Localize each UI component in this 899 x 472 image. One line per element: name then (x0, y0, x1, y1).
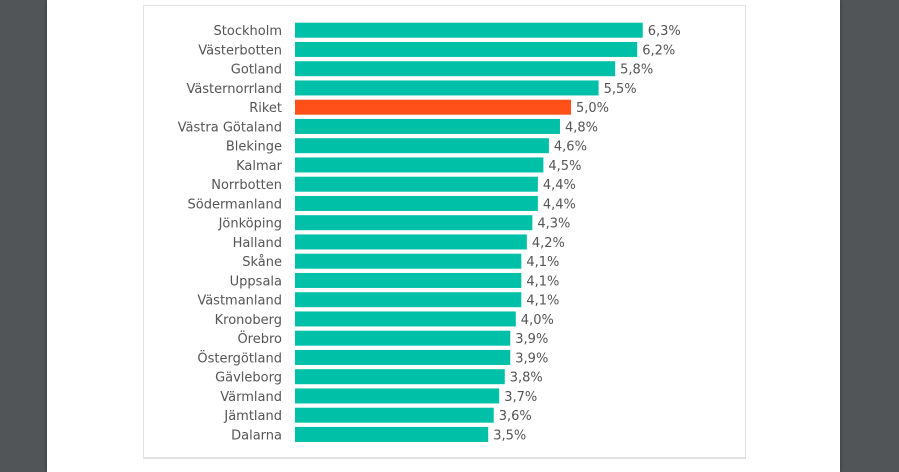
value-label: 4,1% (526, 274, 559, 289)
category-label: Kronoberg (215, 313, 282, 328)
category-label: Uppsala (230, 274, 282, 289)
value-label: 4,1% (526, 255, 559, 270)
bar (295, 311, 516, 327)
category-label: Jämtland (223, 409, 282, 424)
category-label: Skåne (242, 255, 282, 270)
bar (295, 426, 489, 442)
bar (295, 22, 643, 38)
bar (295, 118, 560, 134)
category-label: Östergötland (197, 349, 282, 366)
bar (295, 61, 616, 77)
bar (295, 176, 538, 192)
value-label: 4,1% (526, 294, 559, 309)
bar (295, 349, 511, 365)
value-label: 4,4% (543, 178, 576, 193)
category-label: Västmanland (197, 294, 282, 309)
bar (295, 80, 599, 96)
category-label: Värmland (220, 390, 282, 405)
category-label: Södermanland (187, 197, 282, 212)
value-label: 3,7% (504, 390, 537, 405)
category-label: Halland (233, 236, 282, 251)
bar (295, 369, 505, 385)
category-label: Norrbotten (211, 178, 282, 193)
category-label: Jönköping (218, 217, 282, 232)
bar (295, 195, 538, 211)
value-label: 4,2% (532, 236, 565, 251)
value-label: 4,6% (554, 140, 587, 155)
bar (295, 99, 571, 115)
category-label: Västerbotten (198, 43, 282, 58)
value-label: 5,8% (620, 63, 653, 78)
category-label: Blekinge (226, 140, 282, 155)
category-label: Stockholm (214, 24, 282, 39)
category-label: Västra Götaland (178, 120, 282, 135)
value-label: 6,3% (648, 24, 681, 39)
bar (295, 157, 544, 173)
value-label: 5,0% (576, 101, 609, 116)
value-label: 3,5% (493, 428, 526, 443)
bar (295, 407, 494, 423)
value-label: 4,0% (521, 313, 554, 328)
value-label: 3,6% (499, 409, 532, 424)
value-label: 4,3% (537, 217, 570, 232)
value-label: 4,8% (565, 120, 598, 135)
bar (295, 272, 522, 288)
category-label: Dalarna (231, 428, 282, 443)
category-label: Västernorrland (186, 82, 282, 97)
bar (295, 138, 549, 154)
value-label: 3,8% (510, 371, 543, 386)
bar (295, 41, 638, 57)
value-label: 4,4% (543, 197, 576, 212)
bar (295, 215, 533, 231)
category-label: Kalmar (236, 159, 283, 174)
bar (295, 330, 511, 346)
bar (295, 292, 522, 308)
category-label: Gävleborg (215, 371, 282, 386)
bar (295, 234, 527, 250)
value-label: 4,5% (548, 159, 581, 174)
value-label: 3,9% (515, 332, 548, 347)
value-label: 6,2% (642, 43, 675, 58)
category-label: Gotland (231, 63, 282, 78)
bar (295, 253, 522, 269)
category-label: Örebro (237, 330, 282, 347)
category-label: Riket (249, 101, 282, 116)
value-label: 5,5% (604, 82, 637, 97)
bar (295, 388, 500, 404)
value-label: 3,9% (515, 351, 548, 366)
